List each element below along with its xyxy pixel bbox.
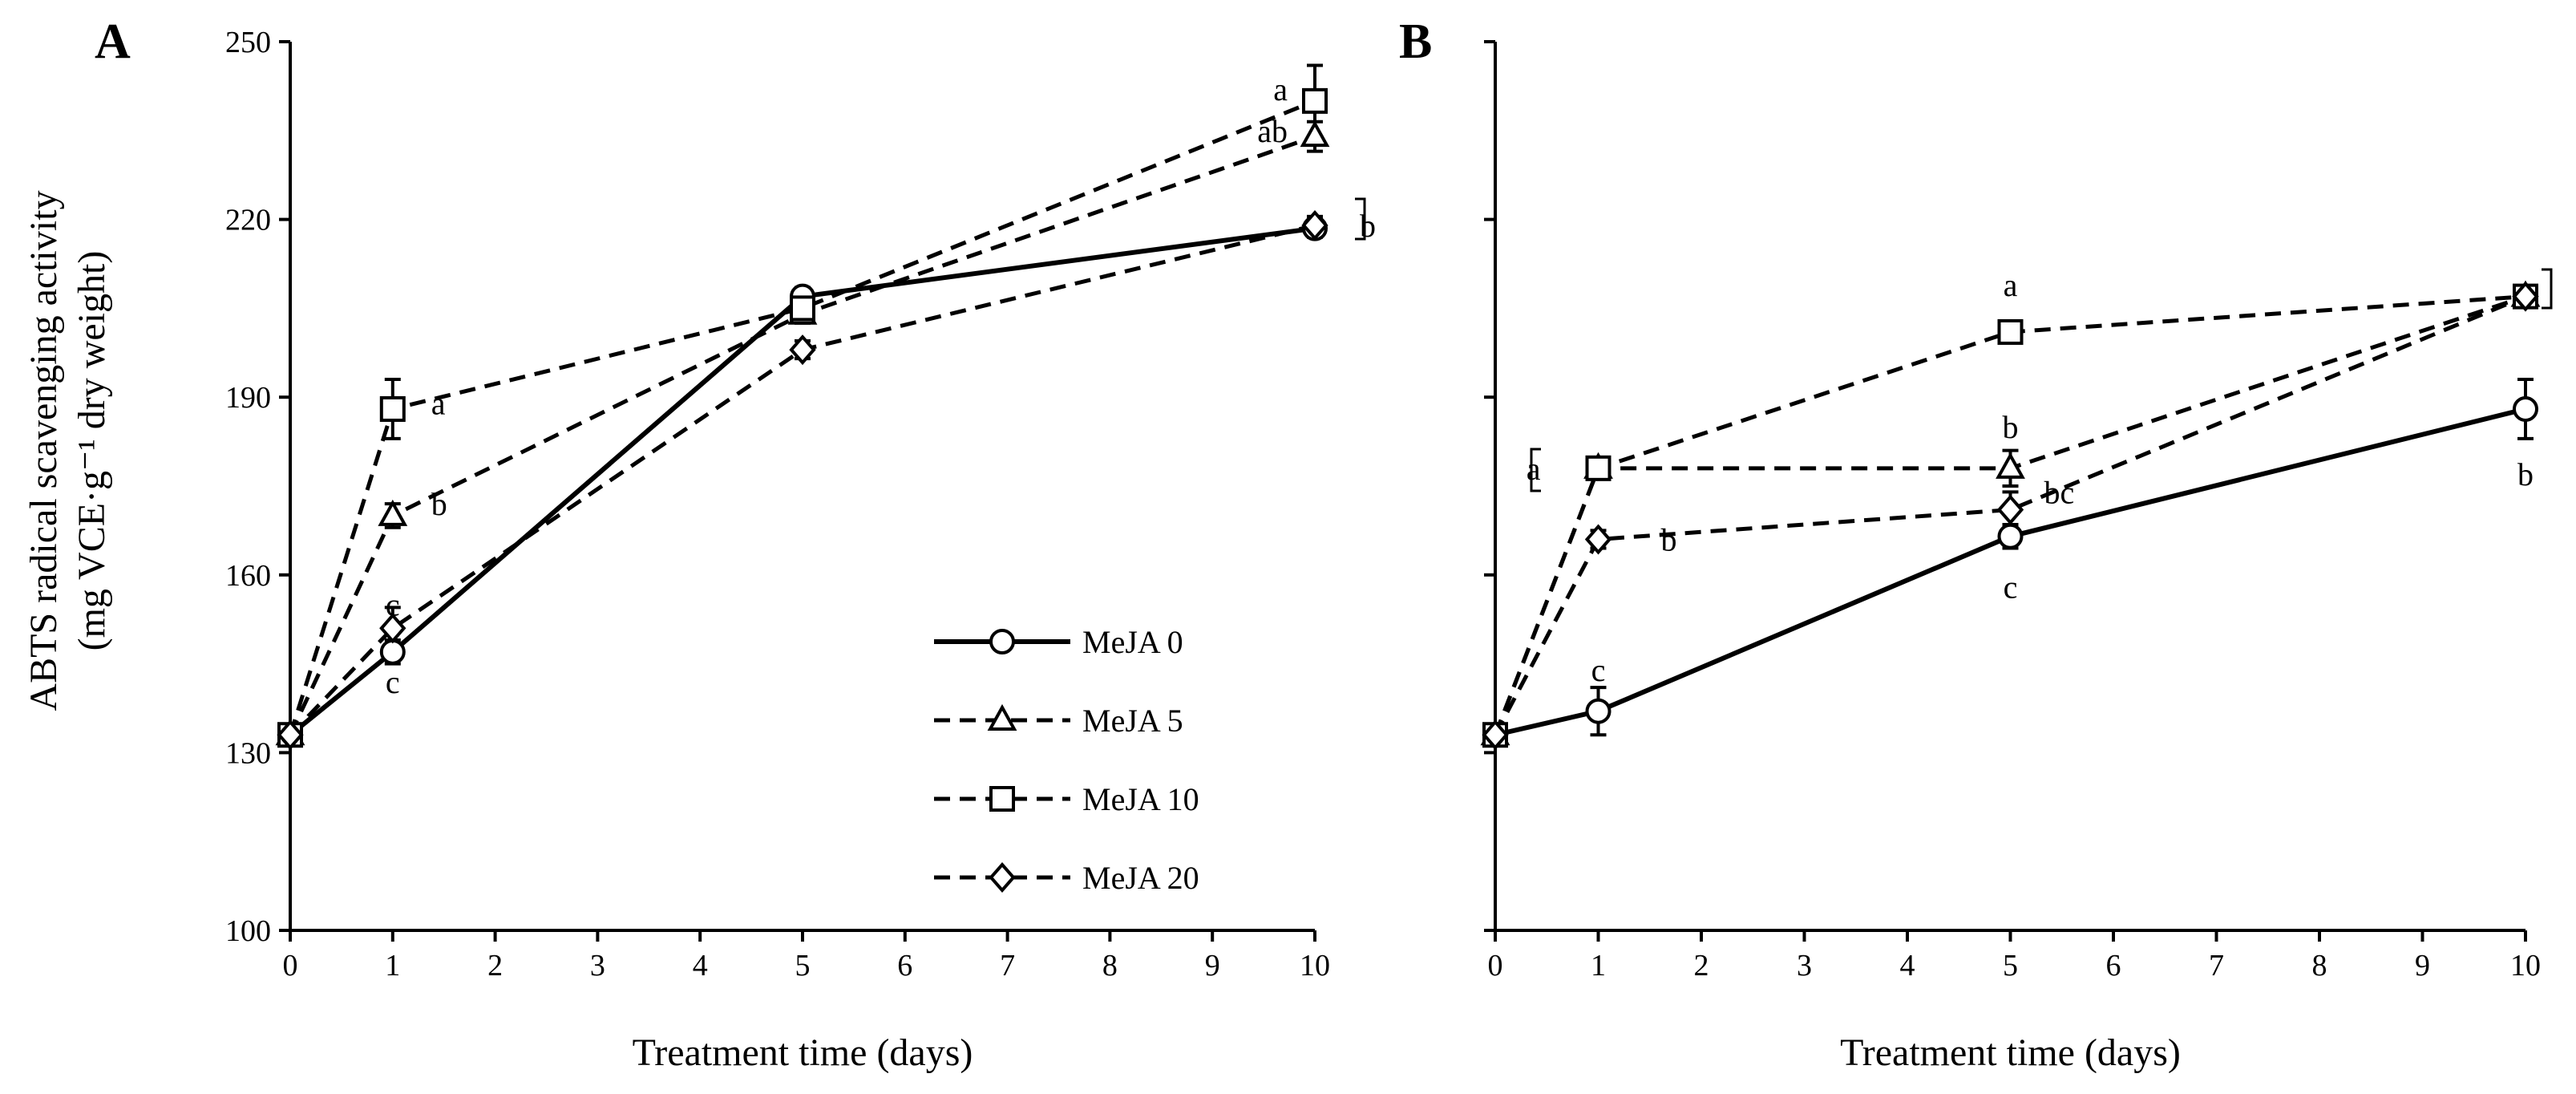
x-tick-label: 3 bbox=[1797, 949, 1812, 983]
legend-label-3: MeJA 20 bbox=[1082, 860, 1199, 896]
y-tick-label: 100 bbox=[225, 914, 271, 948]
bracket bbox=[2542, 268, 2553, 310]
series-line-2 bbox=[1493, 294, 2526, 736]
series-line-3 bbox=[289, 223, 1316, 736]
significance-label: b bbox=[1661, 521, 1677, 557]
x-tick-label: 7 bbox=[2209, 949, 2224, 983]
panel-label: A bbox=[95, 14, 131, 69]
y-tick-label: 160 bbox=[225, 559, 271, 593]
data-point-1 bbox=[1996, 452, 2025, 479]
significance-label: c bbox=[2004, 569, 2018, 606]
y-axis-unit-label: (mg VCE·g⁻¹ dry weight) bbox=[71, 251, 113, 651]
data-point-3 bbox=[1996, 494, 2024, 525]
x-tick-label: 0 bbox=[283, 949, 298, 983]
data-point-3 bbox=[789, 334, 816, 366]
data-point-1 bbox=[1300, 120, 1330, 148]
x-tick-label: 0 bbox=[1488, 949, 1503, 983]
data-point-0 bbox=[1585, 698, 1612, 724]
series-line-1 bbox=[288, 134, 1316, 736]
data-point-1 bbox=[378, 499, 408, 526]
x-tick-label: 10 bbox=[1300, 949, 1330, 983]
panel-a: 100 130 160 190 220 250 0 1 2 3 4 5 6 7 8 9 10 Treatment … bbox=[95, 14, 1376, 1074]
legend-label-2: MeJA 10 bbox=[1082, 781, 1199, 817]
x-tick-label: 6 bbox=[897, 949, 912, 983]
x-tick-label: 8 bbox=[1102, 949, 1118, 983]
significance-label: b bbox=[2003, 409, 2019, 445]
legend-marker-3 bbox=[989, 861, 1016, 893]
panel-label: B bbox=[1399, 14, 1432, 69]
significance-label: a bbox=[431, 386, 446, 422]
x-tick-label: 2 bbox=[1694, 949, 1709, 983]
data-point-0 bbox=[1997, 523, 2024, 549]
data-point-2 bbox=[379, 395, 406, 422]
x-tick-label: 9 bbox=[2415, 949, 2430, 983]
legend-label-1: MeJA 5 bbox=[1082, 703, 1183, 739]
legend: MeJA 0 MeJA 5 MeJA 10 MeJA 20 bbox=[934, 624, 1199, 896]
data-point-2 bbox=[790, 295, 815, 322]
significance-label: ab bbox=[1257, 113, 1288, 149]
data-point-2 bbox=[1997, 318, 2024, 345]
data-point-3 bbox=[277, 719, 304, 751]
legend-marker-0 bbox=[989, 629, 1015, 654]
data-point-0 bbox=[379, 638, 406, 665]
significance-label: a bbox=[2004, 267, 2018, 303]
data-point-3 bbox=[1584, 524, 1612, 555]
x-tick-label: 5 bbox=[795, 949, 811, 983]
x-axis-label: Treatment time (days) bbox=[633, 1031, 973, 1074]
x-tick-label: 1 bbox=[1591, 949, 1606, 983]
y-tick-label: 250 bbox=[225, 26, 271, 59]
data-point-2 bbox=[1302, 87, 1328, 114]
significance-label: a bbox=[1273, 71, 1288, 107]
y-tick-label: 220 bbox=[225, 204, 271, 237]
significance-label: c bbox=[1591, 652, 1606, 688]
x-tick-label: 10 bbox=[2510, 949, 2541, 983]
data-point-3 bbox=[1482, 719, 1509, 751]
y-axis-label: ABTS radical scavenging activity bbox=[22, 190, 65, 711]
x-tick-label: 9 bbox=[1205, 949, 1220, 983]
x-tick-label: 6 bbox=[2106, 949, 2121, 983]
legend-marker-2 bbox=[989, 786, 1015, 812]
data-point-3 bbox=[379, 613, 406, 644]
x-tick-label: 4 bbox=[693, 949, 708, 983]
series-line-0 bbox=[289, 225, 1316, 737]
bracket bbox=[1355, 197, 1366, 241]
x-tick-label: 1 bbox=[385, 949, 400, 983]
x-tick-label: 3 bbox=[590, 949, 605, 983]
x-tick-label: 7 bbox=[1000, 949, 1015, 983]
legend-label-0: MeJA 0 bbox=[1082, 624, 1183, 660]
x-axis-label: Treatment time (days) bbox=[1840, 1031, 2181, 1074]
x-tick-label: 4 bbox=[1900, 949, 1915, 983]
y-tick-label: 130 bbox=[225, 736, 271, 770]
y-tick-label: 190 bbox=[225, 381, 271, 415]
data-point-2 bbox=[1585, 455, 1612, 481]
series-line-3 bbox=[1493, 294, 2526, 736]
significance-label: b bbox=[431, 486, 447, 522]
significance-label: bc bbox=[2044, 474, 2075, 510]
x-tick-label: 8 bbox=[2312, 949, 2327, 983]
data-point-3 bbox=[2512, 281, 2539, 312]
significance-label: a bbox=[1527, 451, 1541, 487]
series-line-2 bbox=[288, 99, 1316, 735]
significance-label: b bbox=[2517, 456, 2534, 492]
data-point-0 bbox=[2513, 395, 2538, 422]
significance-label: c bbox=[386, 664, 400, 700]
x-tick-label: 5 bbox=[2003, 949, 2018, 983]
x-tick-label: 2 bbox=[487, 949, 503, 983]
bracket bbox=[1530, 448, 1541, 492]
data-point-3 bbox=[1301, 209, 1328, 241]
legend-marker-1 bbox=[987, 703, 1017, 731]
significance-label: c bbox=[386, 587, 400, 623]
series-line-0 bbox=[1494, 407, 2526, 738]
